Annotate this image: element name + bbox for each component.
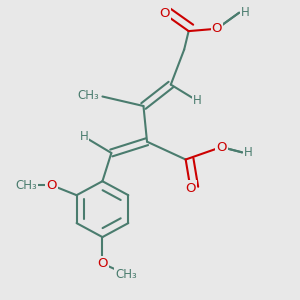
Text: H: H [193, 94, 202, 107]
Text: CH₃: CH₃ [115, 268, 137, 281]
Text: O: O [46, 178, 57, 192]
Text: H: H [80, 130, 88, 143]
Text: O: O [216, 140, 226, 154]
Text: H: H [244, 146, 252, 159]
Text: O: O [97, 257, 108, 270]
Text: O: O [159, 8, 169, 20]
Text: O: O [212, 22, 222, 35]
Text: O: O [185, 182, 196, 194]
Text: CH₃: CH₃ [15, 178, 37, 192]
Text: CH₃: CH₃ [78, 88, 100, 101]
Text: H: H [241, 6, 249, 19]
